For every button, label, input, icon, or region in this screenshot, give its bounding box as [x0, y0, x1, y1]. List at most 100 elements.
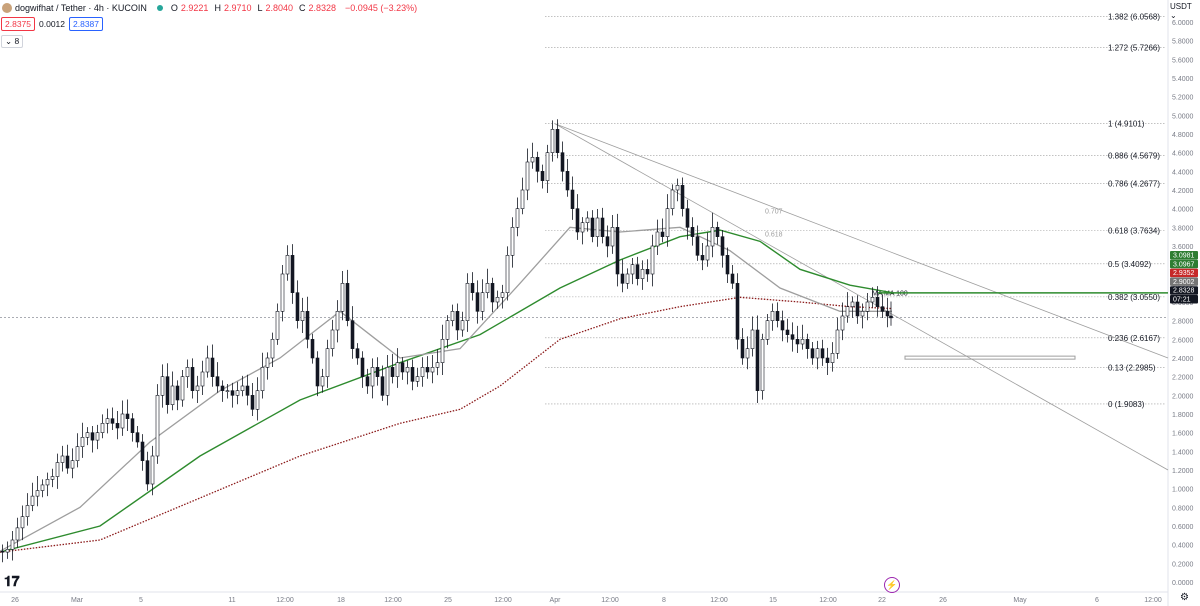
y-tick-label: 1.8000: [1172, 412, 1194, 419]
candle-body: [270, 339, 275, 359]
x-tick-label: 6: [1095, 597, 1099, 604]
candle-body: [165, 376, 170, 405]
indicators-toggle[interactable]: ⌄ 8: [1, 35, 24, 48]
flash-icon[interactable]: ⚡: [884, 577, 900, 593]
candle-body: [590, 217, 595, 237]
candle-body: [400, 362, 405, 373]
x-tick-label: 12:00: [819, 597, 837, 604]
candle-body: [680, 185, 685, 209]
candle-body: [395, 362, 400, 377]
candle-body: [235, 390, 240, 396]
candle-body: [720, 236, 725, 256]
candle-body: [645, 269, 650, 275]
sell-price-button[interactable]: 2.8375: [1, 17, 35, 31]
candle-body: [480, 292, 485, 312]
price-tag-label: 3.0967: [1173, 261, 1195, 268]
candle-body: [835, 329, 840, 354]
candle-body: [115, 423, 120, 429]
candle-body: [175, 385, 180, 401]
y-tick-label: 1.6000: [1172, 431, 1194, 438]
price-tag: [1170, 286, 1198, 295]
candle-body: [430, 367, 435, 373]
y-tick-label: 5.4000: [1172, 76, 1194, 83]
y-tick-label: 0.8000: [1172, 505, 1194, 512]
candle-body: [889, 315, 893, 319]
candle-body: [705, 245, 710, 261]
ohlc-values: O 2.9221 H 2.9710 L 2.8040 C 2.8328 −0.0945 (−3.…: [171, 3, 423, 13]
candle-body: [495, 297, 500, 303]
candle-body: [665, 208, 670, 237]
symbol-title[interactable]: dogwifhat / Tether · 4h · KUCOIN: [15, 3, 147, 13]
candle-body: [580, 222, 585, 233]
y-tick-label: 6.0000: [1172, 20, 1194, 27]
candle-body: [840, 315, 845, 331]
price-tag: [1170, 268, 1198, 278]
candle-body: [880, 306, 885, 312]
x-tick-label: 22: [878, 597, 886, 604]
candle-body: [730, 273, 735, 284]
y-tick-label: 4.8000: [1172, 132, 1194, 139]
x-tick-label: 12:00: [601, 597, 619, 604]
candle-body: [810, 348, 815, 359]
x-tick-label: 26: [939, 597, 947, 604]
buy-price-button[interactable]: 2.8387: [69, 17, 103, 31]
candle-body: [360, 357, 365, 377]
y-tick-label: 2.0000: [1172, 393, 1194, 400]
candle-body: [295, 292, 300, 321]
candle-body: [125, 413, 130, 419]
candle-body: [785, 329, 790, 335]
candle-body: [585, 217, 590, 223]
candle-body: [675, 185, 680, 191]
candle-body: [325, 348, 330, 377]
tradingview-logo-icon[interactable]: 𝟏𝟕: [4, 573, 20, 589]
ohlc-item: H 2.9710: [214, 3, 252, 13]
candle-body: [815, 348, 820, 359]
settings-gear-icon[interactable]: ⚙: [1180, 592, 1189, 603]
y-tick-label: 1.0000: [1172, 487, 1194, 494]
candle-body: [200, 371, 205, 387]
candle-body: [525, 161, 530, 191]
candle-body: [575, 208, 580, 233]
candle-body: [670, 189, 675, 209]
candle-body: [615, 227, 620, 275]
candle-body: [250, 395, 255, 410]
ohlc-item: L 2.8040: [257, 3, 294, 13]
candle-body: [100, 423, 105, 433]
candle-body: [410, 367, 415, 382]
candle-body: [210, 357, 215, 377]
candle-body: [15, 527, 20, 541]
fan-label: 0.618: [765, 232, 783, 239]
candle-body: [275, 311, 280, 340]
y-tick-label: 1.4000: [1172, 449, 1194, 456]
moving-average-line: [0, 229, 893, 553]
candle-body: [520, 189, 525, 209]
trade-buttons: 2.8375 0.0012 2.8387: [1, 17, 107, 31]
price-tag-label: 07:21: [1173, 297, 1191, 304]
candle-body: [465, 283, 470, 321]
candle-body: [440, 339, 445, 363]
candle-body: [35, 490, 40, 497]
candle-body: [180, 376, 185, 401]
candle-body: [380, 376, 385, 396]
candle-body: [600, 217, 605, 237]
market-open-icon: [156, 5, 163, 11]
candle-body: [710, 227, 715, 247]
fib-level-label: 0.786 (4.2677): [1108, 180, 1160, 189]
candle-body: [95, 432, 100, 441]
candle-body: [160, 376, 165, 396]
y-tick-label: 5.0000: [1172, 113, 1194, 120]
candle-body: [355, 348, 360, 359]
candle-body: [330, 329, 335, 349]
candle-body: [90, 432, 95, 441]
candle-body: [50, 476, 55, 480]
x-tick-label: 12:00: [710, 597, 728, 604]
candle-body: [550, 129, 555, 153]
x-tick-label: Mar: [71, 597, 84, 604]
candle-body: [695, 236, 700, 256]
candle-body: [450, 311, 455, 321]
currency-select[interactable]: USDT ⌄: [1170, 2, 1192, 20]
drawing-box: [904, 355, 1076, 360]
ohlc-item: C 2.8328: [299, 3, 337, 13]
candle-body: [65, 455, 70, 469]
